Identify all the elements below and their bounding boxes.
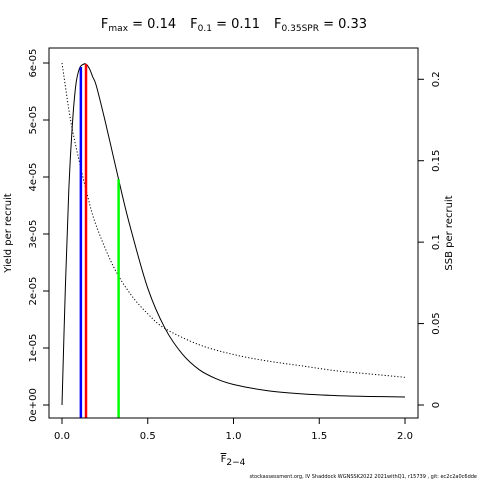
x-axis-label: F2−4 bbox=[221, 454, 246, 468]
x-tick-label: 0.0 bbox=[54, 431, 70, 442]
x-tick-label: 1.5 bbox=[311, 431, 327, 442]
footnote: stockassessment.org, IV Shaddock WGNSSK2… bbox=[249, 474, 477, 480]
x-tick-label: 2.0 bbox=[397, 431, 413, 442]
x-tick-label: 1.0 bbox=[226, 431, 242, 442]
y-right-tick-label: 0 bbox=[431, 402, 442, 408]
y-left-tick-label: 0e+00 bbox=[28, 388, 39, 422]
title-part-1-subscript: 0.1 bbox=[198, 24, 212, 34]
plot-frame bbox=[48, 47, 419, 419]
y-left-tick-label: 2e-05 bbox=[28, 277, 39, 306]
title-part-2-value: = 0.33 bbox=[319, 17, 367, 32]
yield-per-recruit-line bbox=[61, 63, 406, 406]
y-left-tick-label: 6e-05 bbox=[28, 49, 39, 78]
y-left-tick-label: 1e-05 bbox=[28, 334, 39, 363]
x-label-main: F bbox=[221, 454, 227, 465]
title-part-0: F bbox=[101, 17, 108, 32]
x-axis: 0.0 0.5 1.0 1.5 2.0 bbox=[54, 418, 413, 442]
y-axis-label-right: SSB per recruit bbox=[444, 195, 455, 270]
chart-title: Fmax = 0.14 F0.1 = 0.11 F0.35SPR = 0.33 bbox=[101, 17, 367, 34]
title-part-1-value: = 0.11 bbox=[212, 17, 260, 32]
x-tick-label: 0.5 bbox=[140, 431, 156, 442]
y-right-tick-label: 0.15 bbox=[431, 150, 442, 172]
ssb-per-recruit-line bbox=[61, 62, 406, 378]
title-part-2-subscript: 0.35SPR bbox=[282, 24, 319, 34]
title-part-2: F bbox=[274, 17, 281, 32]
y-right-tick-label: 0.2 bbox=[431, 71, 442, 87]
y-axis-label-left: Yield per recruit bbox=[3, 193, 14, 274]
y-right-tick-label: 0.1 bbox=[431, 234, 442, 250]
y-right-tick-label: 0.05 bbox=[431, 312, 442, 334]
y-left-tick-label: 3e-05 bbox=[28, 220, 39, 249]
plot-area bbox=[61, 62, 406, 418]
y-left-tick-label: 5e-05 bbox=[28, 106, 39, 135]
y-axis-left: 0e+00 1e-05 2e-05 3e-05 4e-05 5e-05 6e-05 bbox=[28, 49, 49, 422]
title-part-0-subscript: max bbox=[108, 24, 128, 34]
y-left-tick-label: 4e-05 bbox=[28, 163, 39, 192]
title-part-0-value: = 0.14 bbox=[128, 17, 176, 32]
title-part-1: F bbox=[190, 17, 197, 32]
x-label-subscript: 2−4 bbox=[226, 458, 245, 468]
y-axis-right: 0 0.05 0.1 0.15 0.2 bbox=[418, 71, 442, 408]
